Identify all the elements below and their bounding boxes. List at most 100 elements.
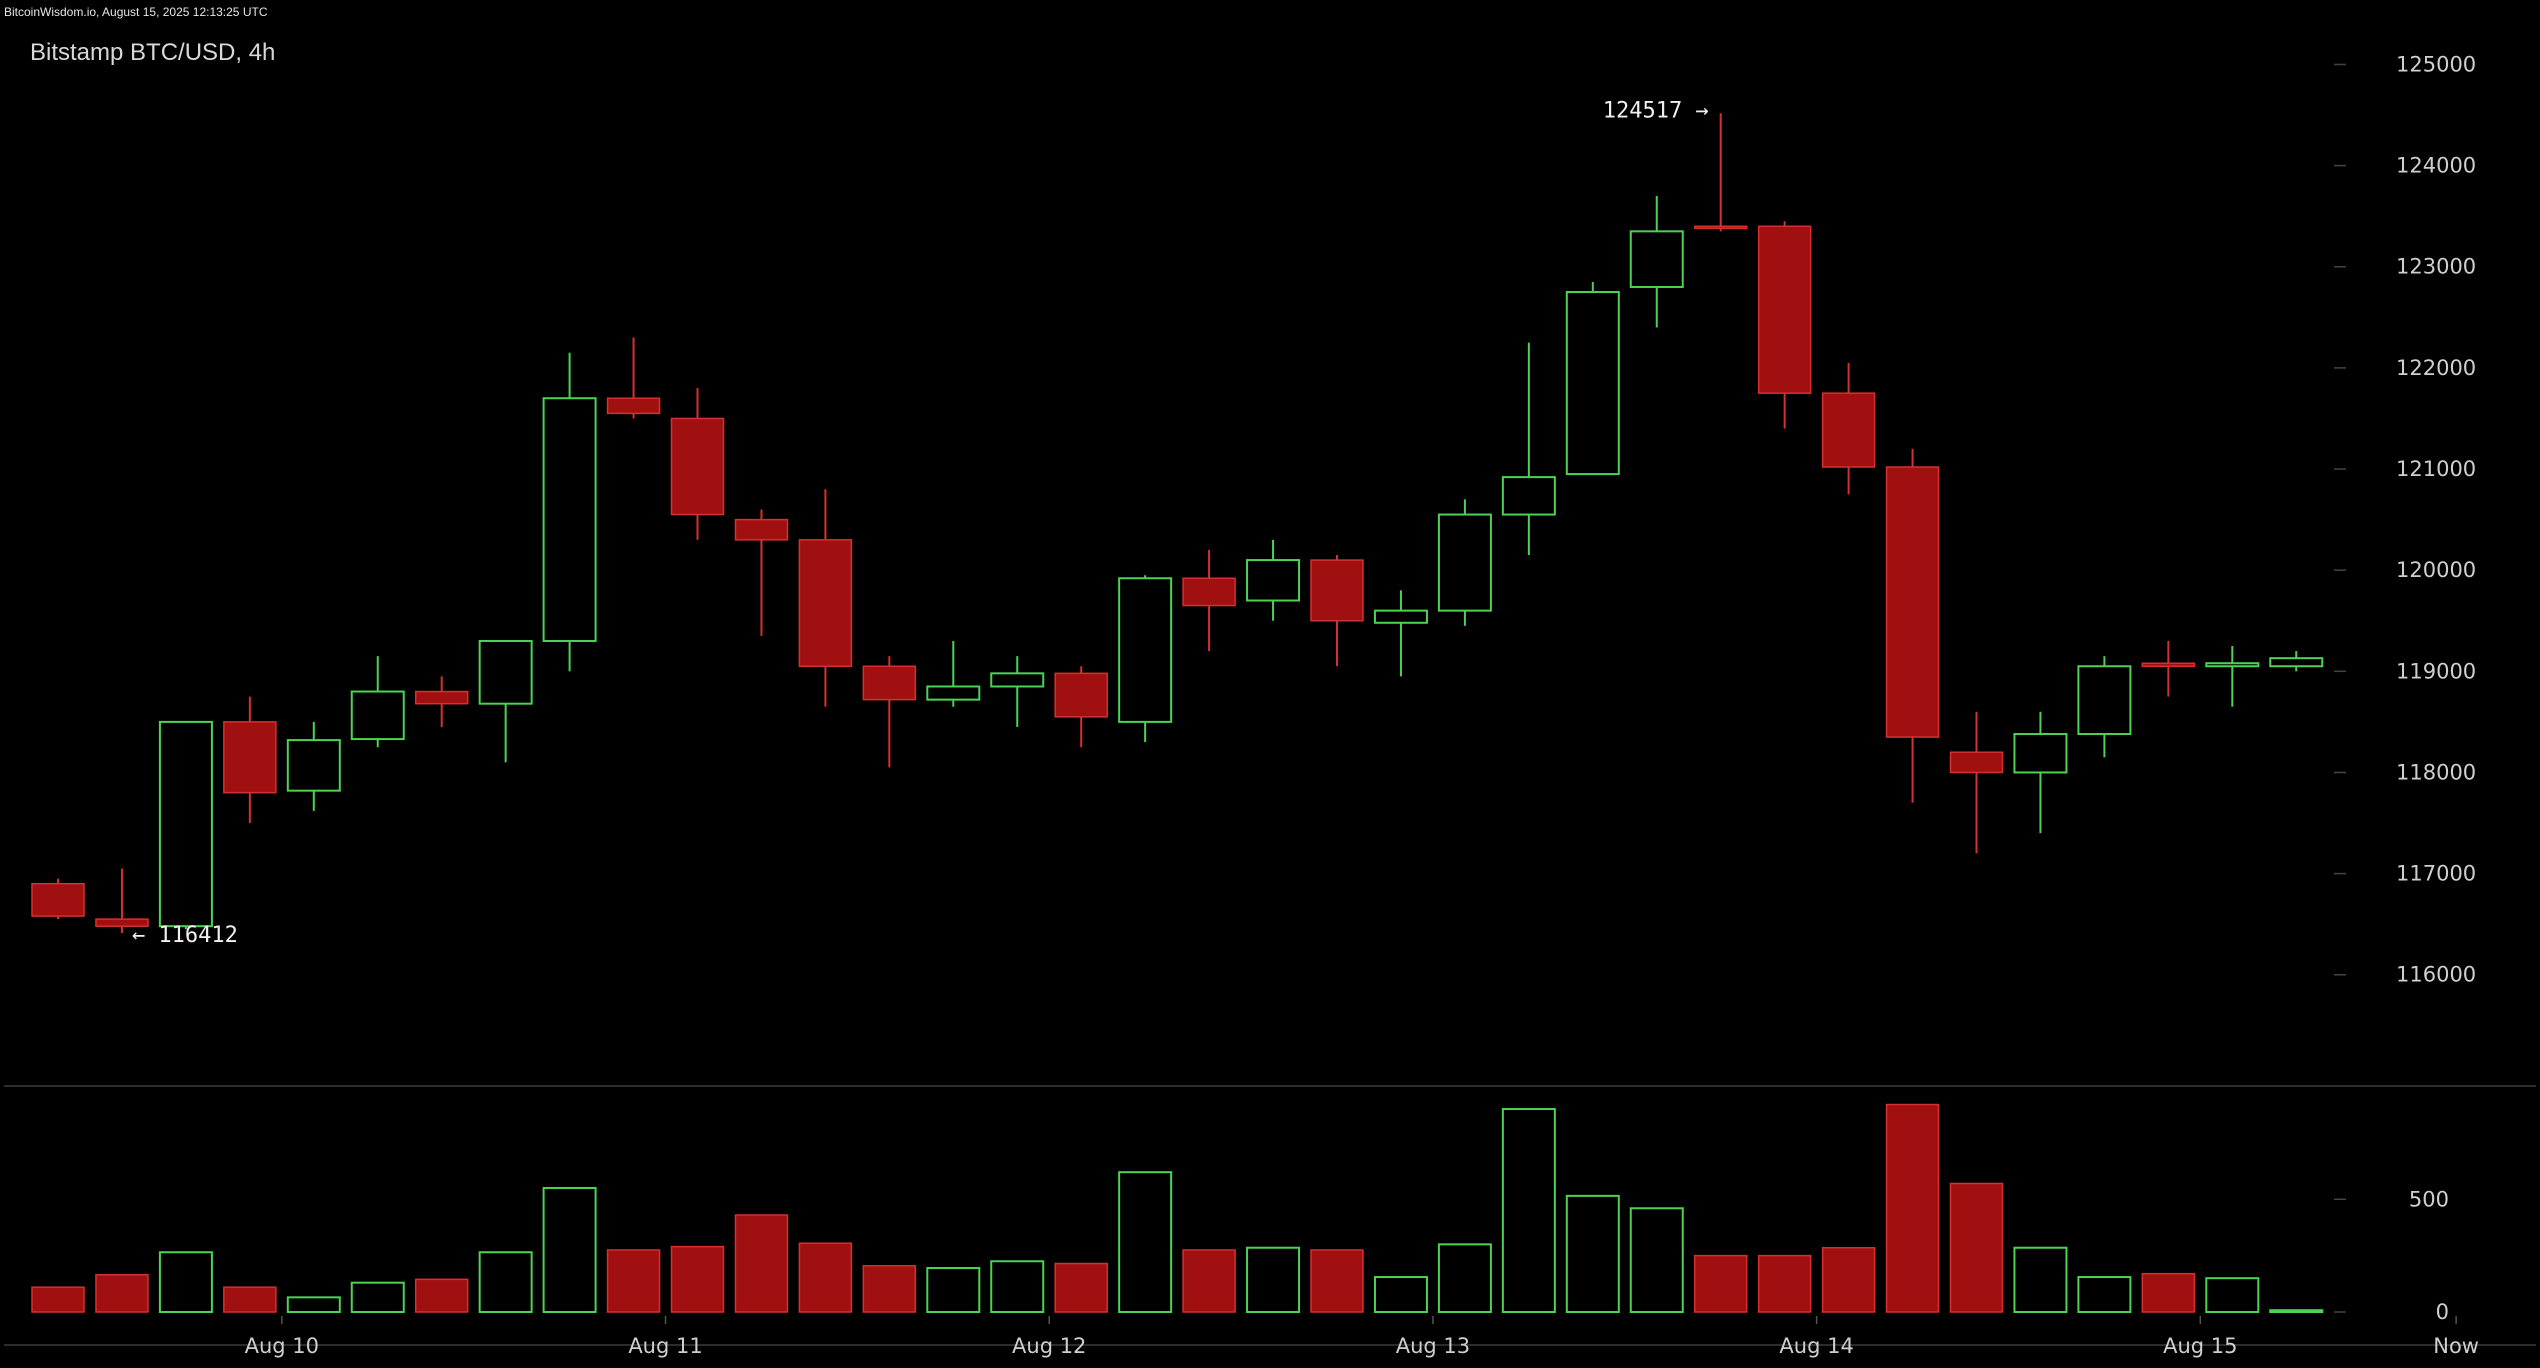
annotations-layer: 124517 → ← 116412 (132, 98, 1709, 948)
candle-body-down (95, 918, 149, 927)
price-tick-label: 116000 (2396, 963, 2476, 987)
volume-bar-down (31, 1286, 85, 1313)
volume-bar-up (2013, 1246, 2068, 1314)
volume-bar-down (414, 1278, 469, 1313)
volume-bar-down (606, 1249, 661, 1313)
volume-bar-up (2205, 1277, 2260, 1314)
volume-bar-up (350, 1281, 405, 1314)
volume-bar-up (1565, 1194, 1620, 1314)
candle (1310, 555, 1364, 667)
price-axis: 116000 117000 118000 119000 120000 121000 1220… (2334, 52, 2476, 987)
candle-body-down (1182, 577, 1236, 607)
volume-tick-label: 500 (2409, 1187, 2449, 1211)
candle-body-down (734, 518, 789, 541)
volume-bar-up (478, 1251, 533, 1314)
time-axis: Aug 10 Aug 11 Aug 12 Aug 13 Aug 14 Aug 15 Now (245, 1316, 2479, 1358)
candle-body-down (606, 397, 661, 415)
candle-body-up (2013, 733, 2068, 774)
chart-panel: Bitstamp BTC/USD, 4h 116000 117000 118000 1… (0, 24, 2540, 1368)
candle (31, 878, 85, 920)
volume-bar-up (542, 1186, 597, 1313)
candle-body-up (990, 672, 1045, 688)
candle (2269, 651, 2324, 672)
candle (2013, 711, 2068, 834)
volume-tick-label: 0 (2436, 1300, 2449, 1324)
candle-body-down (670, 417, 725, 516)
candle-body-up (1373, 609, 1428, 624)
candle-body-down (862, 665, 917, 701)
high-price-annotation: 124517 → (1603, 98, 1709, 123)
candle (734, 509, 789, 636)
volume-bar-down (1182, 1249, 1236, 1313)
candle-body-up (2205, 662, 2260, 668)
volume-bar-up (926, 1267, 981, 1313)
time-tick-label: Aug 13 (1396, 1334, 1470, 1358)
candle (2141, 640, 2196, 697)
volume-bar-down (734, 1214, 789, 1313)
candle-body-down (1821, 392, 1876, 468)
price-tick-label: 117000 (2396, 862, 2476, 886)
candle (1054, 666, 1108, 748)
candle-body-down (1885, 466, 1940, 738)
candle (1246, 539, 1301, 621)
candlestick-chart[interactable]: Bitstamp BTC/USD, 4h 1160001170001180001… (0, 24, 2540, 1368)
volume-bar-down (1310, 1249, 1364, 1313)
volume-bar-down (1054, 1262, 1108, 1313)
candle-body-up (1501, 476, 1556, 516)
candle (158, 720, 213, 930)
candle-body-down (31, 882, 85, 917)
candle-body-up (926, 685, 981, 701)
volume-bar-up (286, 1296, 341, 1314)
volume-bar-up (1118, 1171, 1173, 1313)
volume-bar-down (1821, 1246, 1876, 1313)
volume-bar-up (1501, 1108, 1556, 1314)
volume-bar-down (1885, 1103, 1940, 1313)
time-tick-label: Aug 12 (1012, 1334, 1086, 1358)
candle-body-up (1629, 230, 1684, 288)
candle-body-down (223, 721, 277, 794)
volume-bar-down (1757, 1254, 1812, 1313)
time-tick-label: Aug 15 (2163, 1334, 2237, 1358)
candle (1373, 590, 1428, 677)
candle (926, 640, 981, 707)
price-tick-label: 118000 (2396, 760, 2476, 784)
price-tick-label: 120000 (2396, 558, 2476, 582)
volume-bar-up (1437, 1243, 1492, 1313)
candle (350, 656, 405, 748)
candle (1757, 221, 1812, 429)
candle (1629, 195, 1684, 328)
candle-body-down (798, 539, 853, 668)
candle-body-up (542, 397, 597, 642)
candle (798, 489, 853, 707)
candle (542, 352, 597, 672)
candle-body-up (1565, 291, 1620, 476)
candles-layer (31, 113, 2324, 934)
volume-bar-up (2077, 1276, 2132, 1313)
candle (1565, 281, 1620, 476)
candle (990, 656, 1045, 727)
candle-body-down (1757, 225, 1812, 394)
candle (1501, 342, 1556, 555)
candle-body-down (1310, 559, 1364, 622)
candle (414, 676, 469, 727)
candle (1821, 362, 1876, 495)
candle-body-down (1693, 225, 1748, 230)
candle (1437, 499, 1492, 626)
low-price-annotation: ← 116412 (132, 923, 238, 948)
volume-bar-down (862, 1265, 917, 1313)
candle (1949, 711, 2004, 854)
volume-bar-up (158, 1251, 213, 1314)
volume-bar-up (2269, 1309, 2324, 1314)
volume-bar-down (95, 1274, 149, 1313)
price-tick-label: 121000 (2396, 457, 2476, 481)
candle-body-down (2141, 662, 2196, 668)
price-tick-label: 122000 (2396, 356, 2476, 380)
price-tick-label: 119000 (2396, 659, 2476, 683)
volume-axis: 0 500 (2334, 1187, 2449, 1324)
candle-body-up (2269, 657, 2324, 668)
time-tick-label: Aug 14 (1779, 1334, 1853, 1358)
time-tick-label: Now (2433, 1334, 2479, 1358)
candle-body-down (1054, 672, 1108, 718)
price-tick-label: 124000 (2396, 154, 2476, 178)
candle (223, 696, 277, 824)
